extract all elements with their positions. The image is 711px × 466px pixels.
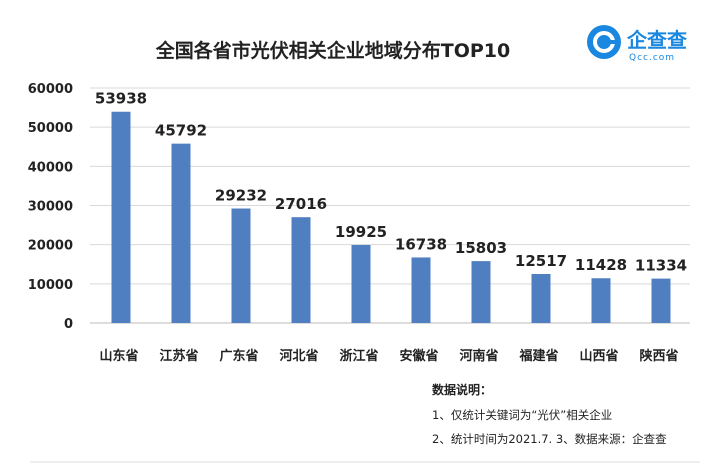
data-label: 19925	[335, 223, 387, 241]
y-tick-label: 20000	[28, 239, 73, 254]
bar	[231, 208, 251, 323]
data-label: 11428	[575, 256, 627, 274]
y-tick-label: 30000	[28, 200, 73, 215]
bar	[411, 257, 431, 323]
data-label: 15803	[455, 239, 507, 257]
data-label: 29232	[215, 187, 267, 205]
x-tick-label: 山东省	[99, 348, 138, 364]
data-label: 11334	[635, 257, 687, 275]
data-label: 16738	[395, 235, 447, 253]
y-axis-ticks: 0 10000 20000 30000 40000 50000 60000	[28, 82, 73, 332]
x-tick-label: 江苏省	[159, 348, 198, 364]
qcc-logo: 企查查 Qcc.com	[587, 25, 687, 63]
y-tick-label: 0	[64, 317, 73, 332]
data-labels: 53938 45792 29232 27016 19925 16738 15803 12517…	[95, 90, 687, 275]
x-tick-label: 安徽省	[399, 348, 438, 364]
data-label: 12517	[515, 252, 567, 270]
bar	[531, 273, 551, 323]
x-tick-label: 陕西省	[639, 348, 678, 364]
data-label: 45792	[155, 122, 207, 140]
bar	[351, 244, 371, 323]
y-tick-label: 50000	[28, 121, 73, 136]
notes-line-2: 2、统计时间为2021.7. 3、数据来源：企查查	[432, 432, 667, 446]
bar	[291, 217, 311, 323]
x-axis-ticks: 山东省 江苏省 广东省 河北省 浙江省 安徽省 河南省 福建省 山西省 陕西省	[99, 348, 678, 364]
chart-title: 全国各省市光伏相关企业地域分布TOP10	[155, 39, 510, 62]
bar	[651, 278, 671, 323]
x-tick-label: 山西省	[579, 348, 618, 364]
bar	[111, 111, 131, 324]
bar	[471, 261, 491, 323]
x-tick-label: 河北省	[279, 348, 318, 364]
y-tick-label: 60000	[28, 82, 73, 97]
data-notes: 数据说明： 1、仅统计关键词为“光伏”相关企业 2、统计时间为2021.7. 3…	[432, 382, 667, 446]
y-tick-label: 10000	[28, 278, 73, 293]
data-label: 27016	[275, 195, 327, 213]
data-label: 53938	[95, 90, 147, 108]
x-tick-label: 广东省	[219, 348, 258, 364]
notes-heading: 数据说明：	[432, 382, 492, 397]
qcc-logo-domain: Qcc.com	[629, 53, 675, 63]
bar	[591, 278, 611, 323]
x-tick-label: 福建省	[518, 348, 558, 364]
y-tick-label: 40000	[28, 160, 73, 175]
bar	[171, 143, 191, 323]
bars	[111, 111, 671, 324]
x-tick-label: 浙江省	[339, 348, 378, 364]
qcc-logo-name: 企查查	[626, 28, 687, 52]
x-tick-label: 河南省	[459, 348, 498, 364]
notes-line-1: 1、仅统计关键词为“光伏”相关企业	[432, 408, 612, 422]
